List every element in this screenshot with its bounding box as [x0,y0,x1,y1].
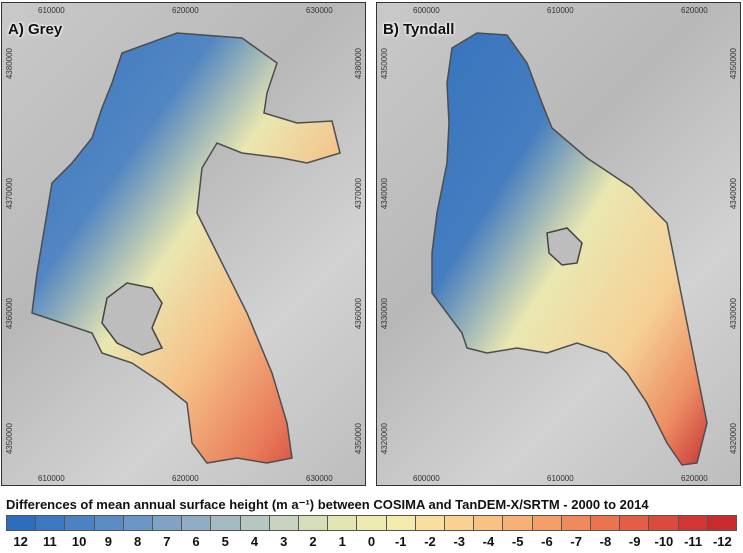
tick-a-left-4: 4350000 [5,423,14,455]
tick-b-right-4: 4320000 [729,423,738,455]
legend-label: -8 [599,534,612,549]
legend-swatch [678,516,708,530]
legend-label: -12 [712,534,732,549]
legend-label: -1 [394,534,407,549]
legend-label: -10 [654,534,674,549]
legend-title: Differences of mean annual surface heigh… [6,497,649,512]
legend-swatch [269,516,300,530]
panel-a-label: A) Grey [8,21,63,38]
legend-label: -11 [684,534,703,549]
legend-swatch [211,516,241,530]
tick-a-bottom-2: 620000 [172,474,199,483]
legend-label: -7 [570,534,582,549]
map-panel-tyndall: B) Tyndall 600000 610000 620000 600000 6… [376,2,741,486]
legend-swatch [445,516,475,530]
tick-b-right-1: 4350000 [729,48,738,80]
tick-a-right-1: 4380000 [354,48,363,80]
tick-b-bottom-1: 600000 [413,474,440,483]
tick-b-top-3: 620000 [681,6,708,15]
legend-label: 2 [309,534,317,549]
legend-swatch [94,516,124,530]
panel-b-label: B) Tyndall [383,21,455,38]
legend-label: 8 [133,534,142,549]
tick-a-left-3: 4360000 [5,298,14,330]
legend-swatch [182,516,212,530]
tick-b-bottom-3: 620000 [681,474,708,483]
legend-label: -5 [511,534,524,549]
legend-swatch [386,516,416,530]
tyndall-rock-outline [546,227,583,266]
legend-label: -3 [453,534,465,549]
legend-swatch [561,516,592,530]
tick-a-top-3: 630000 [306,6,333,15]
legend-label: 11 [42,534,57,549]
legend-label: 6 [192,534,200,549]
legend-label: 3 [280,534,288,549]
tick-b-left-3: 4330000 [380,298,389,330]
legend-label: -2 [424,534,436,549]
legend-label: -9 [628,534,641,549]
tick-b-top-1: 600000 [413,6,440,15]
tick-b-top-2: 610000 [547,6,574,15]
legend-label: 1 [338,534,346,549]
tick-b-right-3: 4330000 [729,298,738,330]
tick-b-left-4: 4320000 [380,423,389,455]
legend-swatch [591,516,621,530]
legend-swatch [65,516,95,530]
legend-swatch [240,516,270,530]
map-grey-svg [31,32,341,464]
legend-swatch [299,516,329,530]
legend-swatch [649,516,679,530]
tick-a-right-2: 4370000 [354,178,363,210]
grey-nunatak-outline [101,282,164,356]
legend-swatch [503,516,533,530]
legend-swatch [532,516,562,530]
legend-swatch [415,516,446,530]
legend-swatch [620,516,650,530]
legend-label: 12 [13,534,28,549]
legend-label: 7 [163,534,171,549]
legend-swatch [707,516,737,530]
tick-a-bottom-1: 610000 [38,474,65,483]
legend-swatch [328,516,358,530]
tick-a-right-3: 4360000 [354,298,363,330]
legend-labels: 12 11 10 9 8 7 6 5 4 3 2 1 0 -1 -2 -3 -4 -5 -6 -7 -8 -9 -10 -11… [0,534,743,552]
tick-a-bottom-3: 630000 [306,474,333,483]
tick-a-top-2: 620000 [172,6,199,15]
legend-label: 10 [71,534,87,549]
tick-b-right-2: 4340000 [729,178,738,210]
tick-b-bottom-2: 610000 [547,474,574,483]
legend-color-bar [6,515,737,531]
tick-b-left-2: 4340000 [380,178,389,210]
legend-label: -6 [541,534,553,549]
legend-swatch [474,516,504,530]
legend-swatch [123,516,154,530]
tick-a-right-4: 4350000 [354,423,363,455]
map-panel-grey: A) Grey 610000 620000 630000 610000 6200… [1,2,366,486]
legend-swatch [357,516,387,530]
legend-label: 4 [250,534,259,549]
legend-label: 5 [221,534,229,549]
tick-a-left-2: 4370000 [5,178,14,210]
grey-glacier-region [31,32,341,464]
legend-swatch [153,516,183,530]
legend-swatch [7,516,37,530]
tick-a-left-1: 4380000 [5,48,14,80]
legend-label: 0 [367,534,376,549]
legend-label: -4 [482,534,495,549]
tick-b-left-1: 4350000 [380,48,389,80]
legend-label: 9 [104,534,112,549]
tick-a-top-1: 610000 [38,6,65,15]
map-tyndall-svg [431,32,708,466]
legend-swatch [36,516,66,530]
